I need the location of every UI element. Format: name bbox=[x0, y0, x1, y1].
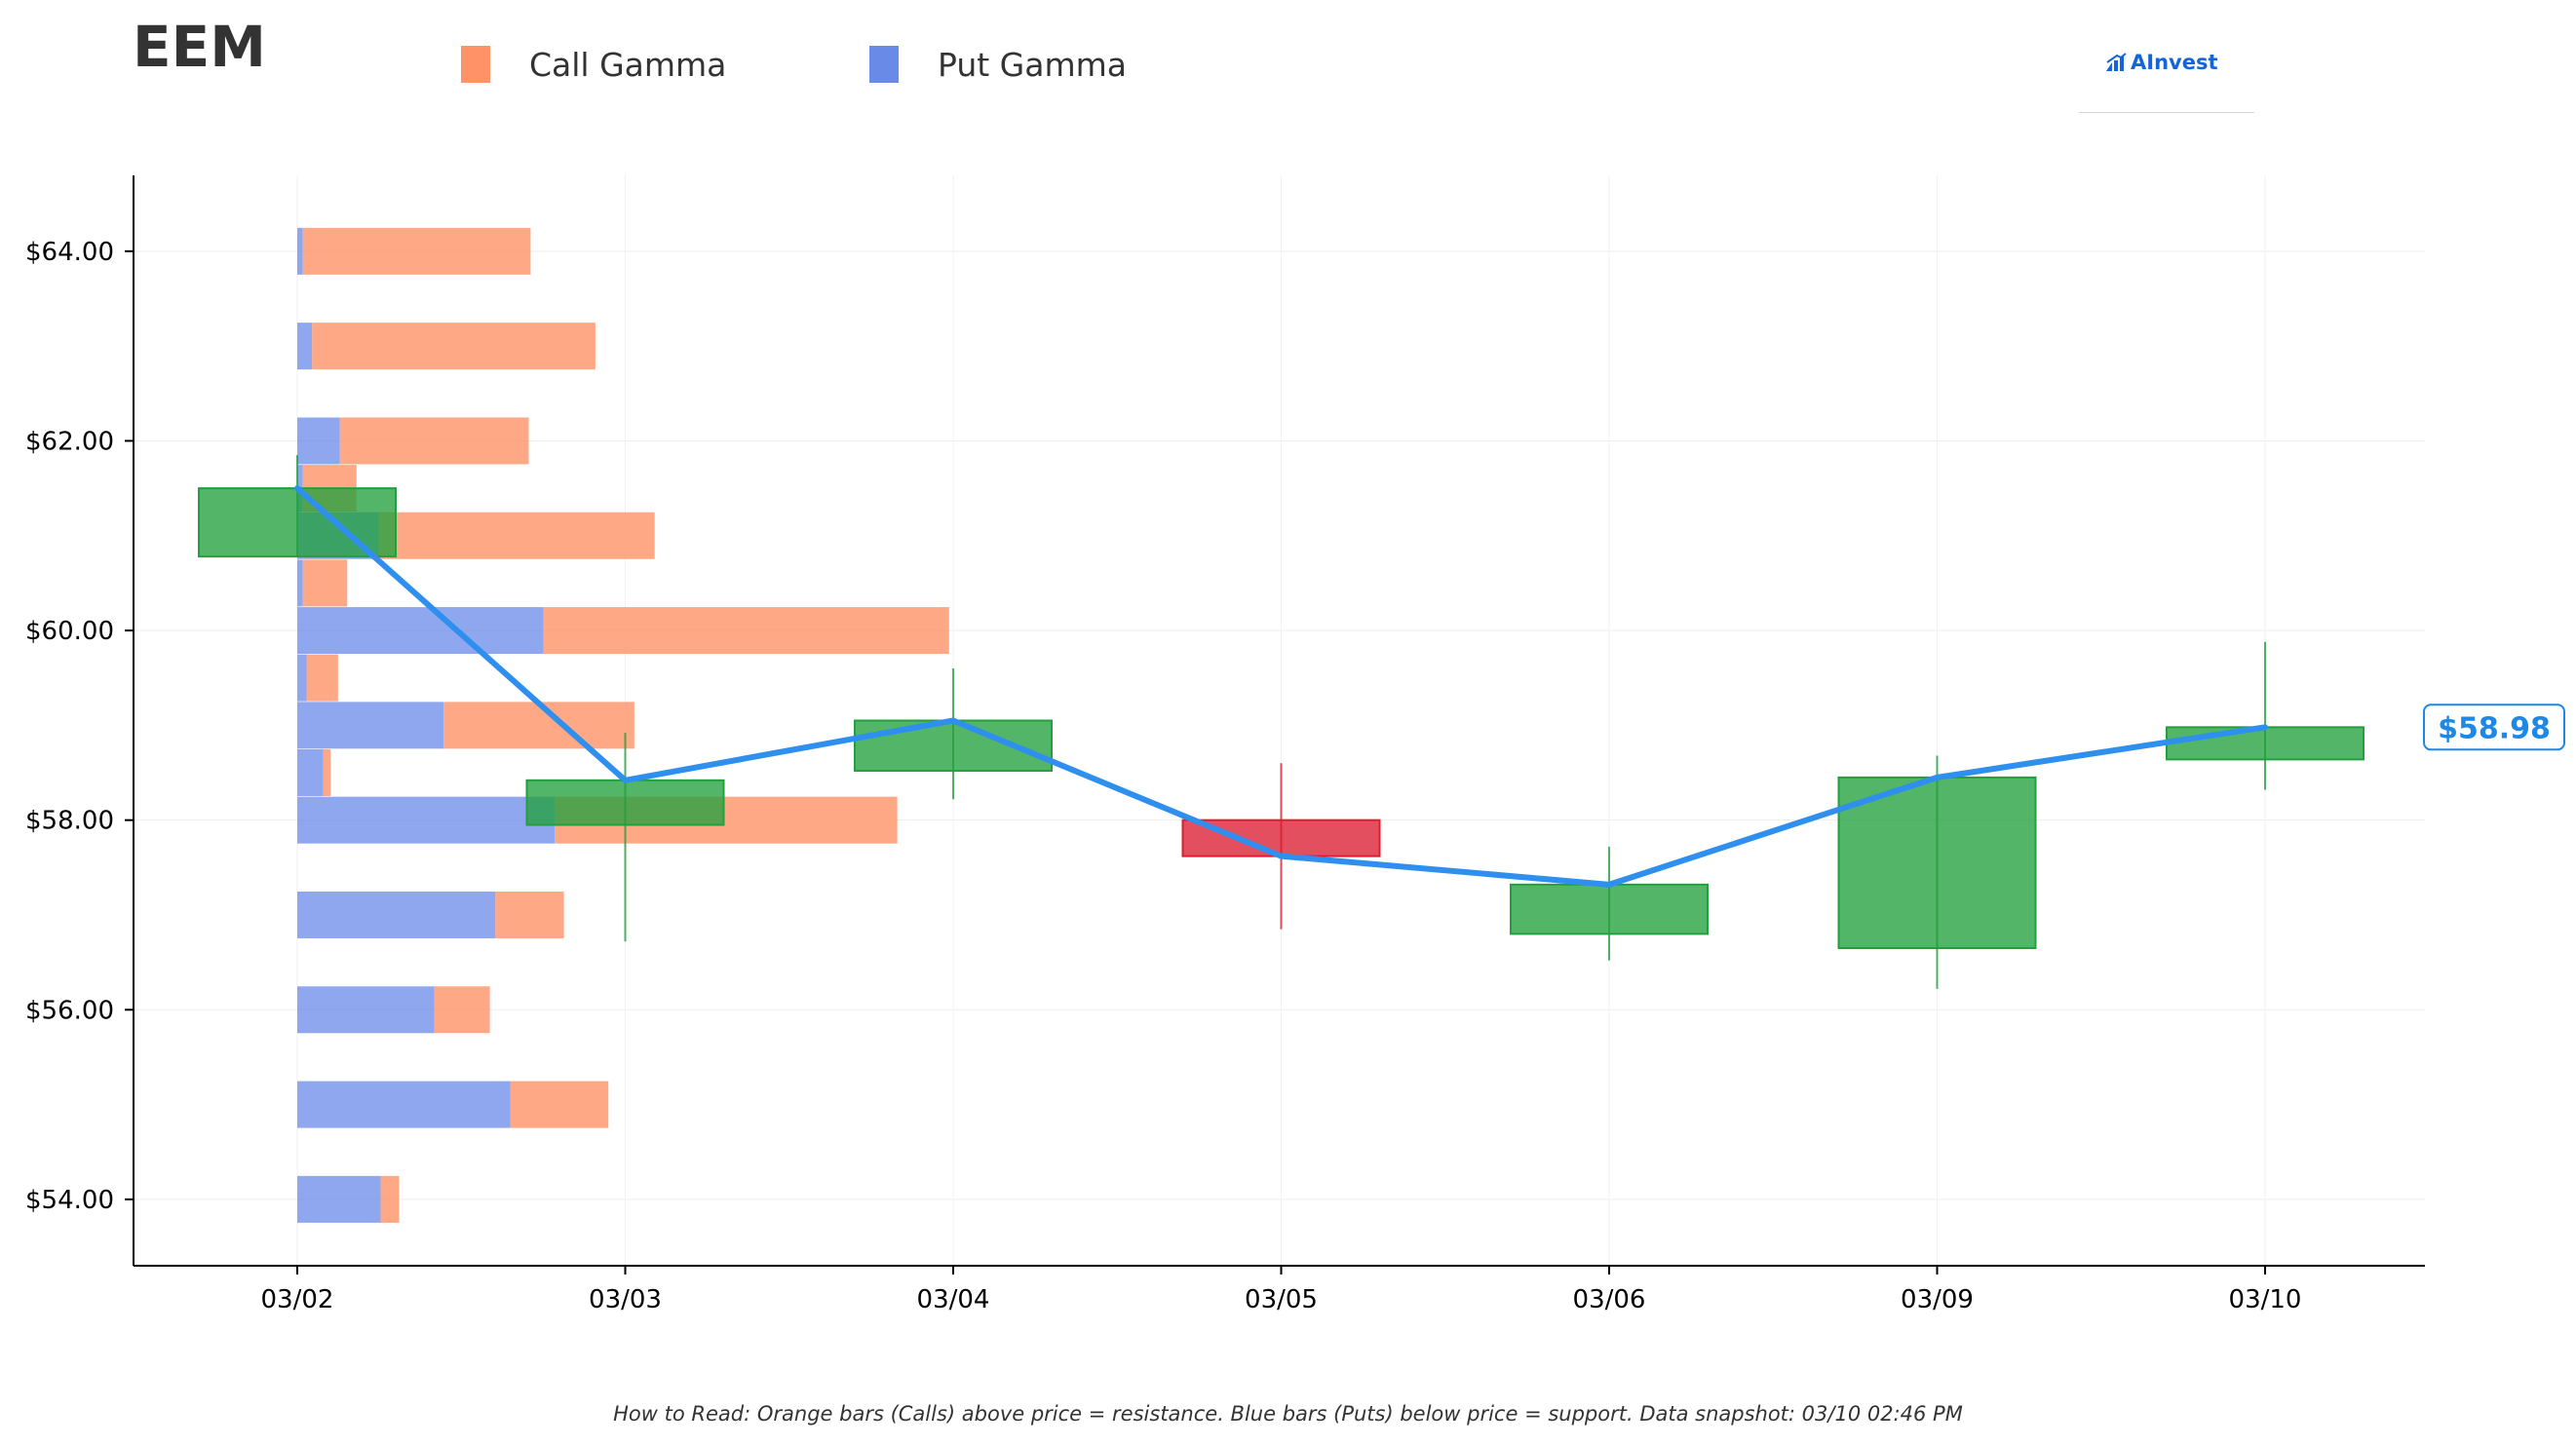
put-gamma-bar bbox=[297, 796, 556, 844]
axes: $54.00 $56.00 $58.00 $60.00 $62.00 $64.00 03/0… bbox=[25, 175, 2425, 1314]
last-price-tag bbox=[2423, 704, 2565, 751]
price-line bbox=[294, 485, 2268, 888]
put-gamma-bar bbox=[297, 749, 324, 797]
brand-logo: AInvest bbox=[2105, 51, 2218, 74]
call-gamma-bar bbox=[339, 417, 529, 465]
gamma-price-chart: $54.00 $56.00 $58.00 $60.00 $62.00 $64.00 03/0… bbox=[25, 175, 2565, 1314]
call-gamma-bar bbox=[510, 1081, 609, 1128]
y-tick-label: $58.00 bbox=[25, 807, 114, 836]
price-tag-layer: $58.98 bbox=[2423, 704, 2565, 751]
put-gamma-bar bbox=[297, 1081, 511, 1128]
put-gamma-bar bbox=[297, 1175, 381, 1223]
legend-call-gamma: Call Gamma bbox=[461, 37, 726, 92]
candle-body bbox=[1837, 776, 2037, 950]
x-tick-label: 03/03 bbox=[589, 1285, 662, 1314]
put-gamma-label: Put Gamma bbox=[938, 45, 1127, 84]
call-gamma-bar bbox=[543, 607, 949, 655]
call-gamma-swatch bbox=[461, 46, 490, 83]
y-tick-label: $56.00 bbox=[25, 996, 114, 1025]
put-gamma-bar bbox=[297, 891, 496, 938]
brand-divider bbox=[2079, 112, 2254, 113]
put-gamma-bar bbox=[297, 986, 435, 1034]
call-gamma-bar bbox=[378, 512, 655, 559]
y-tick-label: $60.00 bbox=[25, 617, 114, 646]
put-gamma-swatch bbox=[869, 46, 899, 83]
ticker-title: EEM bbox=[133, 14, 266, 80]
brand-name: AInvest bbox=[2131, 51, 2218, 74]
call-gamma-bar bbox=[434, 986, 490, 1034]
put-gamma-bar bbox=[297, 227, 303, 275]
call-gamma-bar bbox=[380, 1175, 400, 1223]
gamma-bars bbox=[297, 227, 949, 1223]
x-tick-label: 03/10 bbox=[2229, 1285, 2302, 1314]
chart-bars-icon bbox=[2106, 53, 2127, 71]
call-gamma-bar bbox=[306, 654, 338, 702]
x-tick-label: 03/02 bbox=[261, 1285, 334, 1314]
y-tick-label: $64.00 bbox=[25, 238, 114, 267]
put-gamma-bar bbox=[297, 702, 444, 749]
put-gamma-bar bbox=[297, 323, 313, 370]
call-gamma-label: Call Gamma bbox=[529, 45, 727, 84]
y-tick-label: $62.00 bbox=[25, 427, 114, 456]
put-gamma-bar bbox=[297, 607, 544, 655]
candle-body bbox=[854, 719, 1053, 773]
call-gamma-bar bbox=[312, 323, 596, 370]
put-gamma-bar bbox=[297, 654, 307, 702]
candle-body bbox=[2166, 726, 2365, 761]
price-line-layer bbox=[294, 485, 2268, 888]
x-tick-label: 03/04 bbox=[917, 1285, 990, 1314]
y-tick-label: $54.00 bbox=[25, 1186, 114, 1215]
x-tick-label: 03/09 bbox=[1901, 1285, 1974, 1314]
call-gamma-bar bbox=[302, 559, 348, 607]
put-gamma-bar bbox=[297, 559, 303, 607]
call-gamma-bar bbox=[495, 891, 564, 938]
candlesticks bbox=[198, 455, 2365, 989]
call-gamma-bar bbox=[443, 702, 634, 749]
call-gamma-bar bbox=[323, 749, 331, 797]
put-gamma-bar bbox=[297, 417, 340, 465]
legend-put-gamma: Put Gamma bbox=[869, 37, 1127, 92]
footnote: How to Read: Orange bars (Calls) above p… bbox=[613, 1402, 1963, 1426]
x-tick-label: 03/06 bbox=[1573, 1285, 1646, 1314]
last-price-label: $58.98 bbox=[2438, 711, 2551, 745]
candle-body bbox=[1510, 883, 1709, 935]
candle-body bbox=[525, 779, 725, 826]
call-gamma-bar bbox=[302, 227, 531, 275]
x-tick-label: 03/05 bbox=[1245, 1285, 1318, 1314]
